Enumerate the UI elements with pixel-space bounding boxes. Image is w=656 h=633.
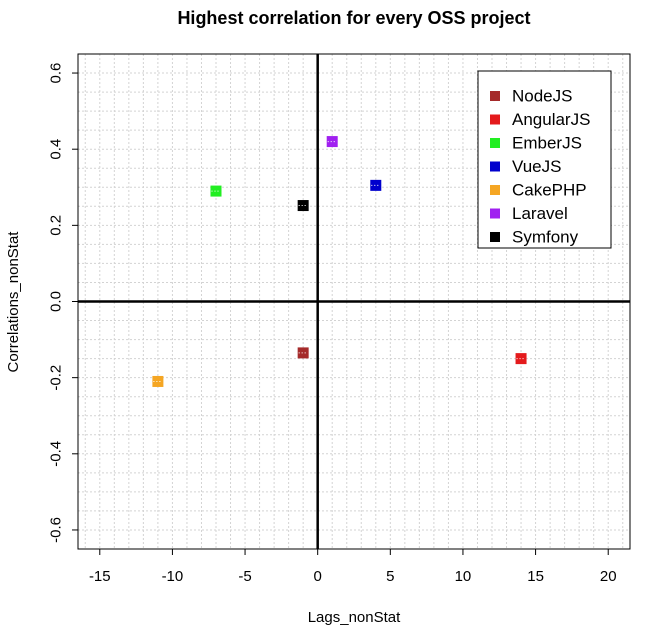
y-axis-label: Correlations_nonStat <box>5 231 22 373</box>
legend-swatch <box>490 91 500 101</box>
legend-item-emberjs: EmberJS <box>490 134 582 153</box>
y-tick-label: 0.4 <box>48 139 65 160</box>
y-tick-label: 0.2 <box>48 215 65 236</box>
legend-label: Symfony <box>512 228 579 247</box>
legend-label: AngularJS <box>512 110 590 129</box>
legend-item-angularjs: AngularJS <box>490 110 590 129</box>
legend-swatch <box>490 161 500 172</box>
data-point-cakephp <box>152 375 164 387</box>
x-tick-label: 10 <box>455 568 472 585</box>
y-tick-label: -0.6 <box>48 517 65 543</box>
legend-item-nodejs: NodeJS <box>490 87 572 106</box>
point-marker <box>297 347 309 359</box>
legend-swatch <box>490 232 500 242</box>
legend-label: NodeJS <box>512 87 572 106</box>
y-tick-label: -0.4 <box>48 441 65 467</box>
x-tick-label: -10 <box>162 568 184 585</box>
y-tick-label: -0.2 <box>48 365 65 391</box>
legend: NodeJS AngularJS EmberJS VueJS CakePHP Larave… <box>477 70 612 249</box>
x-tick-label: 15 <box>527 568 544 585</box>
data-point-laravel <box>326 136 338 148</box>
legend-label: EmberJS <box>512 134 582 153</box>
point-marker <box>152 375 164 387</box>
legend-item-vuejs: VueJS <box>490 157 561 176</box>
legend-box <box>477 70 612 249</box>
point-marker <box>370 179 382 191</box>
legend-swatch <box>490 185 500 195</box>
legend-swatch <box>490 114 500 125</box>
data-points <box>152 136 527 387</box>
point-marker <box>326 136 338 148</box>
legend-label: VueJS <box>512 157 561 176</box>
point-marker <box>297 200 309 212</box>
point-marker <box>515 353 527 365</box>
legend-item-laravel: Laravel <box>490 204 568 223</box>
legend-item-symfony: Symfony <box>490 228 579 247</box>
legend-label: Laravel <box>512 204 568 223</box>
legend-swatch <box>490 208 500 219</box>
legend-swatch <box>490 138 500 148</box>
legend-label: CakePHP <box>512 181 587 200</box>
data-point-symfony <box>297 200 309 212</box>
chart-title: Highest correlation for every OSS projec… <box>177 8 530 28</box>
data-point-emberjs <box>210 185 222 197</box>
legend-item-cakephp: CakePHP <box>490 181 587 200</box>
x-tick-label: 0 <box>314 568 322 585</box>
zero-lines <box>78 54 630 549</box>
x-tick-label: -15 <box>89 568 111 585</box>
data-point-vuejs <box>370 179 382 191</box>
axis-ticks: -15 -10 -5 0 5 10 15 20 -0.6 -0.4 -0.2 0.0 0.2 0.4 0.6 <box>48 63 617 585</box>
x-tick-label: 5 <box>386 568 394 585</box>
point-marker <box>210 185 222 197</box>
y-tick-label: 0.6 <box>48 63 65 84</box>
y-tick-label: 0.0 <box>48 291 65 312</box>
data-point-nodejs <box>297 347 309 359</box>
x-axis-label: Lags_nonStat <box>308 609 401 626</box>
data-point-angularjs <box>515 353 527 365</box>
x-tick-label: 20 <box>600 568 617 585</box>
plot-frame <box>77 53 631 550</box>
x-tick-label: -5 <box>238 568 251 585</box>
